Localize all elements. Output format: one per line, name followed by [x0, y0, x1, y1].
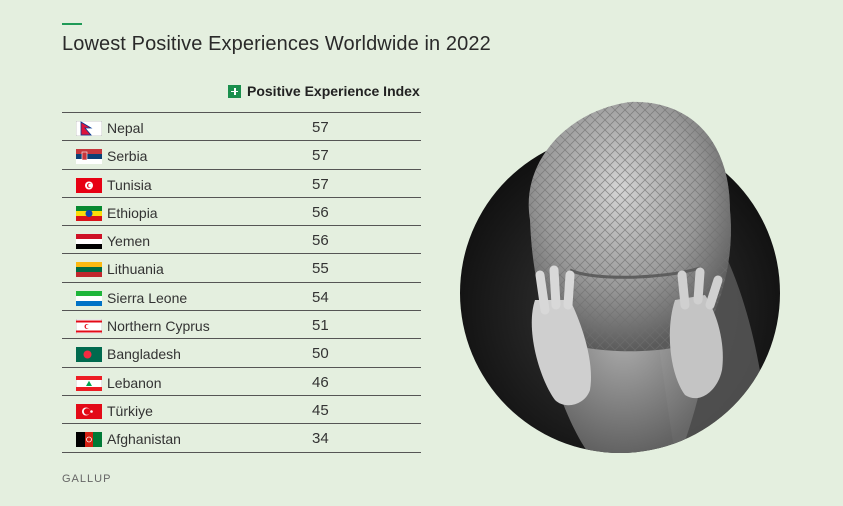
country-name: Northern Cyprus — [107, 318, 210, 335]
index-value: 54 — [312, 288, 329, 306]
bangladesh-flag-icon — [76, 347, 102, 363]
legend: Positive Experience Index — [228, 83, 420, 99]
index-value: 56 — [312, 232, 329, 250]
table-row: Northern Cyprus 51 — [62, 311, 421, 340]
legend-label: Positive Experience Index — [247, 83, 420, 99]
table-row: Nepal 57 — [62, 113, 421, 142]
index-value: 50 — [312, 345, 329, 363]
table-row: Tunisia 57 — [62, 170, 421, 198]
plus-icon — [228, 84, 241, 98]
country-name: Bangladesh — [107, 346, 181, 363]
ranking-table: Nepal 57 Serbia 57 Tunisia 57 Ethiopia 56 Yemen 5… — [62, 112, 421, 453]
lebanon-flag-icon — [76, 375, 102, 391]
table-row: Afghanistan 34 — [62, 424, 421, 453]
country-name: Sierra Leone — [107, 289, 188, 306]
table-row: Bangladesh 50 — [62, 339, 421, 368]
table-row: Lebanon 46 — [62, 368, 421, 396]
index-value: 57 — [312, 119, 329, 136]
country-name: Lebanon — [107, 374, 162, 391]
afghanistan-flag-icon — [76, 432, 102, 448]
sierra-leone-flag-icon — [76, 290, 102, 306]
index-value: 56 — [312, 203, 329, 221]
country-name: Lithuania — [107, 261, 164, 278]
yemen-flag-icon — [76, 234, 102, 250]
index-value: 55 — [312, 260, 329, 278]
photo — [460, 100, 785, 460]
table-row: Sierra Leone 54 — [62, 283, 421, 312]
table-row: Serbia 57 — [62, 141, 421, 170]
country-name: Serbia — [107, 148, 148, 165]
person-photo-image — [460, 101, 780, 453]
country-name: Afghanistan — [107, 431, 181, 448]
country-name: Yemen — [107, 233, 151, 250]
serbia-flag-icon — [76, 149, 102, 165]
table-row: Lithuania 55 — [62, 254, 421, 283]
ethiopia-flag-icon — [76, 205, 102, 221]
country-name: Ethiopia — [107, 204, 158, 221]
title-accent-line — [62, 23, 82, 25]
index-value: 34 — [312, 430, 329, 448]
country-name: Tunisia — [107, 176, 152, 193]
country-name: Nepal — [107, 120, 144, 136]
index-value: 51 — [312, 317, 329, 335]
chart-title: Lowest Positive Experiences Worldwide in… — [62, 33, 491, 55]
source-label: GALLUP — [62, 473, 112, 485]
tunisia-flag-icon — [76, 177, 102, 193]
table-row: Türkiye 45 — [62, 396, 421, 425]
index-value: 57 — [312, 175, 329, 193]
index-value: 57 — [312, 147, 329, 165]
turkiye-flag-icon — [76, 403, 102, 419]
country-name: Türkiye — [107, 402, 153, 419]
lithuania-flag-icon — [76, 262, 102, 278]
nepal-flag-icon — [76, 121, 102, 136]
table-row: Yemen 56 — [62, 226, 421, 255]
index-value: 45 — [312, 401, 329, 419]
table-row: Ethiopia 56 — [62, 198, 421, 227]
northern-cyprus-flag-icon — [76, 319, 102, 335]
index-value: 46 — [312, 373, 329, 391]
